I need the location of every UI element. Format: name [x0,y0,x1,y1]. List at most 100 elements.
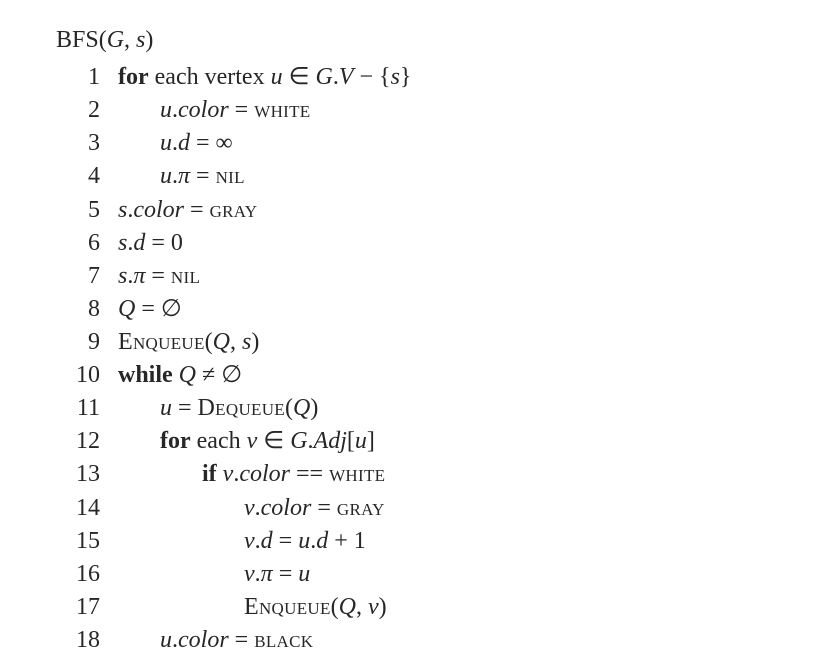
token: + 1 [328,528,366,554]
token: u [271,64,283,90]
code-line: 2u.color = white [56,94,818,127]
code-line: 18u.color = black [56,624,818,657]
line-number: 5 [56,194,118,227]
token: u [160,627,172,653]
token: u [355,428,367,454]
token: d [133,230,145,256]
code-line: 14v.color = gray [56,492,818,525]
token: = [145,263,171,289]
token: nil [216,163,245,189]
code-line: 13if v.color == white [56,458,818,491]
arg-G: G [107,27,124,53]
code-content: Q = ∅ [118,293,182,326]
token: d [178,130,190,156]
token: while [118,362,173,388]
token: Q [213,329,230,355]
token: ≠ ∅ [196,362,242,388]
token: = 0 [145,230,183,256]
token: Enqueue [118,329,205,355]
token: ] [367,428,375,454]
line-number: 1 [56,61,118,94]
token: Q [179,362,196,388]
line-number: 12 [56,425,118,458]
token: = [229,627,255,653]
code-line: 16v.π = u [56,558,818,591]
token: black [254,627,313,653]
line-number: 6 [56,227,118,260]
token: each [191,428,247,454]
token: gray [210,197,258,223]
token: = ∞ [190,130,233,156]
code-content: for each vertex u ∈ G.V − {s} [118,61,411,94]
token: v [244,528,255,554]
code-content: s.color = gray [118,194,257,227]
token: white [329,461,385,487]
line-number: 2 [56,94,118,127]
token: Q [339,594,356,620]
token: Enqueue [244,594,331,620]
token: v [244,561,255,587]
token: s [118,197,127,223]
code-line: 7s.π = nil [56,260,818,293]
token: = [311,495,337,521]
token: s [118,230,127,256]
code-content: v.π = u [118,558,310,591]
code-content: Enqueue(Q, v) [118,591,387,624]
code-line: 1for each vertex u ∈ G.V − {s} [56,61,818,94]
token: if [202,461,217,487]
proc-name: BFS [56,27,99,53]
token: π [178,163,190,189]
code-line: 6s.d = 0 [56,227,818,260]
code-content: if v.color == white [118,458,385,491]
token: G [290,428,307,454]
code-line: 9Enqueue(Q, s) [56,326,818,359]
token: color [178,97,229,123]
code-line: 10while Q ≠ ∅ [56,359,818,392]
token: s [118,263,127,289]
token: − { [354,64,391,90]
code-line: 15v.d = u.d + 1 [56,525,818,558]
code-content: u.d = ∞ [118,127,233,160]
token: = [229,97,255,123]
line-number: 9 [56,326,118,359]
token: for [160,428,191,454]
token: u [298,528,310,554]
code-line: 3u.d = ∞ [56,127,818,160]
line-number: 14 [56,492,118,525]
token: color [261,495,312,521]
token: , [356,594,368,620]
token: v [223,461,234,487]
token: } [400,64,412,90]
token: u [298,561,310,587]
line-number: 11 [56,392,118,425]
code-line: 11u = Dequeue(Q) [56,392,818,425]
token: v [247,428,258,454]
token: = [172,395,198,421]
token: = ∅ [135,296,181,322]
token: u [160,130,172,156]
code-content: for each v ∈ G.Adj[u] [118,425,375,458]
token: v [244,495,255,521]
line-number: 4 [56,160,118,193]
code-content: s.π = nil [118,260,200,293]
procedure-title: BFS(G, s) [56,24,818,57]
token: , [230,329,242,355]
token: white [254,97,310,123]
code-block: 1for each vertex u ∈ G.V − {s}2u.color =… [56,61,818,657]
token: color [178,627,229,653]
token: G [315,64,332,90]
code-content: u = Dequeue(Q) [118,392,318,425]
token: V [339,64,354,90]
token: π [133,263,145,289]
code-content: v.color = gray [118,492,385,525]
token: Adj [314,428,347,454]
arg-sep: , [124,27,136,53]
token: u [160,163,172,189]
pseudocode-page: BFS(G, s) 1for each vertex u ∈ G.V − {s}… [0,0,818,650]
code-line: 5s.color = gray [56,194,818,227]
token: for [118,64,149,90]
line-number: 18 [56,624,118,657]
line-number: 17 [56,591,118,624]
token: ∈ [283,64,316,90]
token: ) [310,395,318,421]
